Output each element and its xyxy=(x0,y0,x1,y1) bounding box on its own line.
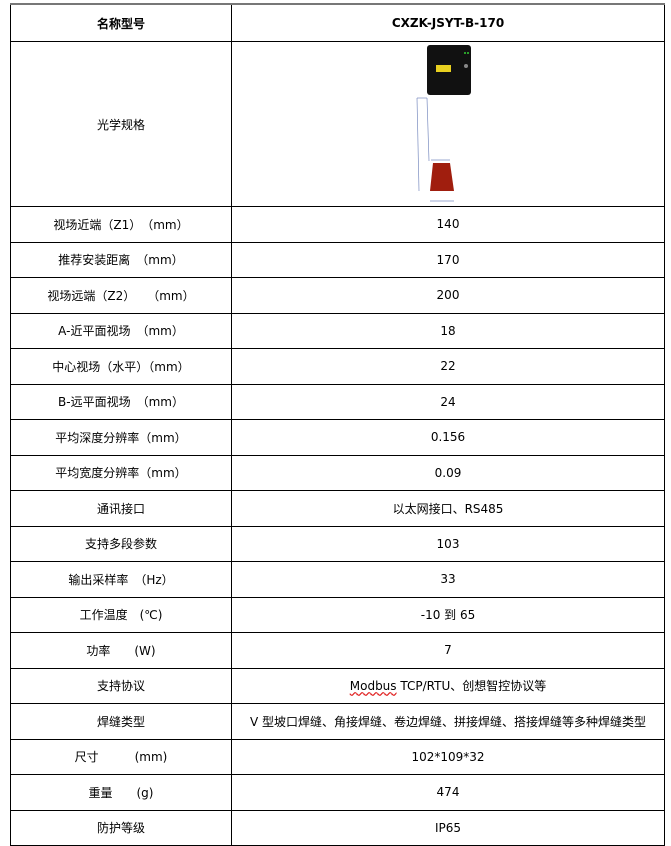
spec-value: 18 xyxy=(231,312,665,349)
spec-value: V 型坡口焊缝、角接焊缝、卷边焊缝、拼接焊缝、搭接焊缝等多种焊缝类型 xyxy=(231,703,665,740)
table-row: 平均宽度分辨率（mm） 0.09 xyxy=(10,454,665,491)
spec-value: 以太网接口、RS485 xyxy=(231,490,665,527)
spec-label: 支持多段参数 xyxy=(10,525,232,562)
spec-label: 尺寸 (mm) xyxy=(10,738,232,775)
spec-value: 200 xyxy=(231,277,665,314)
spec-value: 0.156 xyxy=(231,419,665,456)
spec-value: 170 xyxy=(231,241,665,278)
spec-value: 33 xyxy=(231,561,665,598)
spec-value: -10 到 65 xyxy=(231,596,665,633)
table-row: 推荐安装距离 （mm） 170 xyxy=(10,241,665,278)
header-label: 名称型号 xyxy=(10,3,232,42)
table-row: 通讯接口 以太网接口、RS485 xyxy=(10,490,665,527)
spec-value: 140 xyxy=(231,206,665,243)
table-header-row: 名称型号 CXZK-JSYT-B-170 xyxy=(10,3,665,42)
optics-diagram-cell xyxy=(231,41,665,207)
spec-label: 推荐安装距离 （mm） xyxy=(10,241,232,278)
spec-label: 防护等级 xyxy=(10,809,232,846)
table-row: 输出采样率 （Hz） 33 xyxy=(10,561,665,598)
spec-label: 视场远端（Z2） （mm） xyxy=(10,277,232,314)
spec-label: 焊缝类型 xyxy=(10,703,232,740)
spec-label: 输出采样率 （Hz） xyxy=(10,561,232,598)
spec-value: 7 xyxy=(231,632,665,669)
spec-label: 视场近端（Z1） （mm） xyxy=(10,206,232,243)
spec-value: 474 xyxy=(231,774,665,811)
spec-label: 中心视场（水平）（mm） xyxy=(10,348,232,385)
table-row: B-远平面视场 （mm） 24 xyxy=(10,383,665,420)
table-row: 支持多段参数 103 xyxy=(10,525,665,562)
spec-value: 0.09 xyxy=(231,454,665,491)
optics-label: 光学规格 xyxy=(10,41,232,207)
table-row: A-近平面视场 （mm） 18 xyxy=(10,312,665,349)
spec-label: 重量 (g) xyxy=(10,774,232,811)
spec-label: 工作温度 (℃) xyxy=(10,596,232,633)
table-row: 支持协议 Modbus TCP/RTU、创想智控协议等 xyxy=(10,667,665,704)
table-row: 重量 (g) 474 xyxy=(10,774,665,811)
spec-value-prefix: Modbus xyxy=(349,679,397,694)
sensor-logo xyxy=(436,64,451,72)
spec-value: Modbus TCP/RTU、创想智控协议等 xyxy=(231,667,665,704)
spec-label: 通讯接口 xyxy=(10,490,232,527)
table-row: 中心视场（水平）（mm） 22 xyxy=(10,348,665,385)
sensor-dimension-diagram xyxy=(416,44,471,201)
optics-row: 光学规格 xyxy=(10,41,665,207)
spec-value: 102*109*32 xyxy=(231,738,665,775)
table-row: 视场远端（Z2） （mm） 200 xyxy=(10,277,665,314)
table-row: 视场近端（Z1） （mm） 140 xyxy=(10,206,665,243)
table-row: 焊缝类型 V 型坡口焊缝、角接焊缝、卷边焊缝、拼接焊缝、搭接焊缝等多种焊缝类型 xyxy=(10,703,665,740)
spec-value: IP65 xyxy=(231,809,665,846)
table-row: 工作温度 (℃) -10 到 65 xyxy=(10,596,665,633)
table-row: 功率 (W) 7 xyxy=(10,632,665,669)
spec-value: 22 xyxy=(231,348,665,385)
model-name: CXZK-JSYT-B-170 xyxy=(231,3,665,42)
spec-value: 24 xyxy=(231,383,665,420)
spec-label: A-近平面视场 （mm） xyxy=(10,312,232,349)
spec-label: B-远平面视场 （mm） xyxy=(10,383,232,420)
spec-label: 功率 (W) xyxy=(10,632,232,669)
spec-label: 平均深度分辨率（mm） xyxy=(10,419,232,456)
spec-label: 支持协议 xyxy=(10,667,232,704)
spec-value-text: TCP/RTU、创想智控协议等 xyxy=(396,679,547,694)
field-of-view-trapezoid xyxy=(430,162,454,191)
table-row: 防护等级 IP65 xyxy=(10,809,665,846)
spec-label: 平均宽度分辨率（mm） xyxy=(10,454,232,491)
spec-value: 103 xyxy=(231,525,665,562)
table-row: 平均深度分辨率（mm） 0.156 xyxy=(10,419,665,456)
table-row: 尺寸 (mm) 102*109*32 xyxy=(10,738,665,775)
spec-table: 名称型号 CXZK-JSYT-B-170 光学规格 视场近端（Z1） （mm） 1… xyxy=(10,3,665,846)
